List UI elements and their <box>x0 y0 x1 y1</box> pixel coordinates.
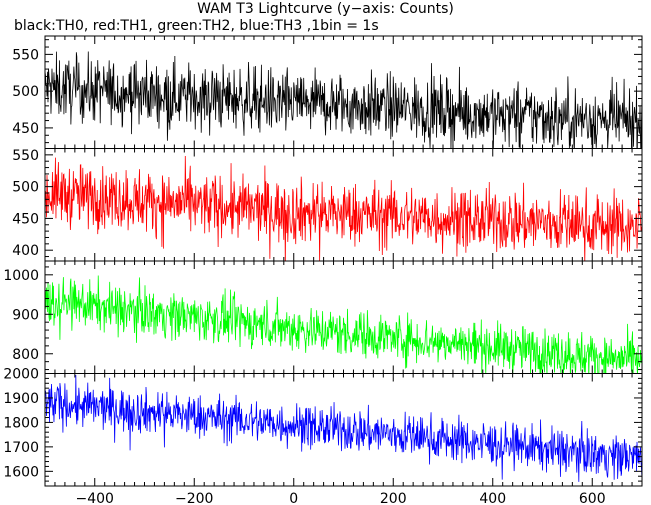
x-tick-label: 200 <box>380 491 407 505</box>
y-tick-label: 900 <box>12 307 39 323</box>
y-tick-label: 1800 <box>3 415 39 431</box>
y-tick-label: 400 <box>12 243 39 259</box>
x-tick-label: 600 <box>579 491 606 505</box>
series-line-th1 <box>45 156 642 261</box>
y-tick-label: 1000 <box>3 268 39 284</box>
series-line-th0 <box>45 51 642 149</box>
y-tick-label: 1700 <box>3 440 39 456</box>
y-tick-label: 450 <box>12 211 39 227</box>
panel-th3: 1600 1700 1800 1900 2000 <box>3 367 643 487</box>
y-tick-label: 500 <box>12 180 39 196</box>
y-tick-label: 1900 <box>3 391 39 407</box>
panel-th1: 400 450 500 550 <box>12 148 643 262</box>
panel-th2: 800 900 1000 <box>3 260 643 374</box>
chart-subtitle: black:TH0, red:TH1, green:TH2, blue:TH3 … <box>14 18 379 34</box>
chart-title: WAM T3 Lightcurve (y−axis: Counts) <box>197 1 454 17</box>
y-tick-label: 1600 <box>3 464 39 480</box>
y-tick-label: 500 <box>12 84 39 100</box>
y-tick-label: 800 <box>12 347 39 363</box>
panel-th0: 450 500 550 <box>12 35 643 149</box>
y-tick-label: 450 <box>12 121 39 137</box>
series-line-th3 <box>45 375 642 482</box>
y-tick-label: 550 <box>12 47 39 63</box>
x-tick-label: 400 <box>479 491 506 505</box>
x-tick-label: −200 <box>175 491 213 505</box>
y-tick-label: 2000 <box>3 367 39 383</box>
series-line-th2 <box>45 275 642 374</box>
x-tick-label: 0 <box>289 491 298 505</box>
x-tick-label: −400 <box>76 491 114 505</box>
x-axis: −400 −200 0 200 400 600 <box>76 491 606 505</box>
panels-layer: 4505005504004505005508009001000160017001… <box>3 35 643 487</box>
y-tick-label: 550 <box>12 148 39 164</box>
